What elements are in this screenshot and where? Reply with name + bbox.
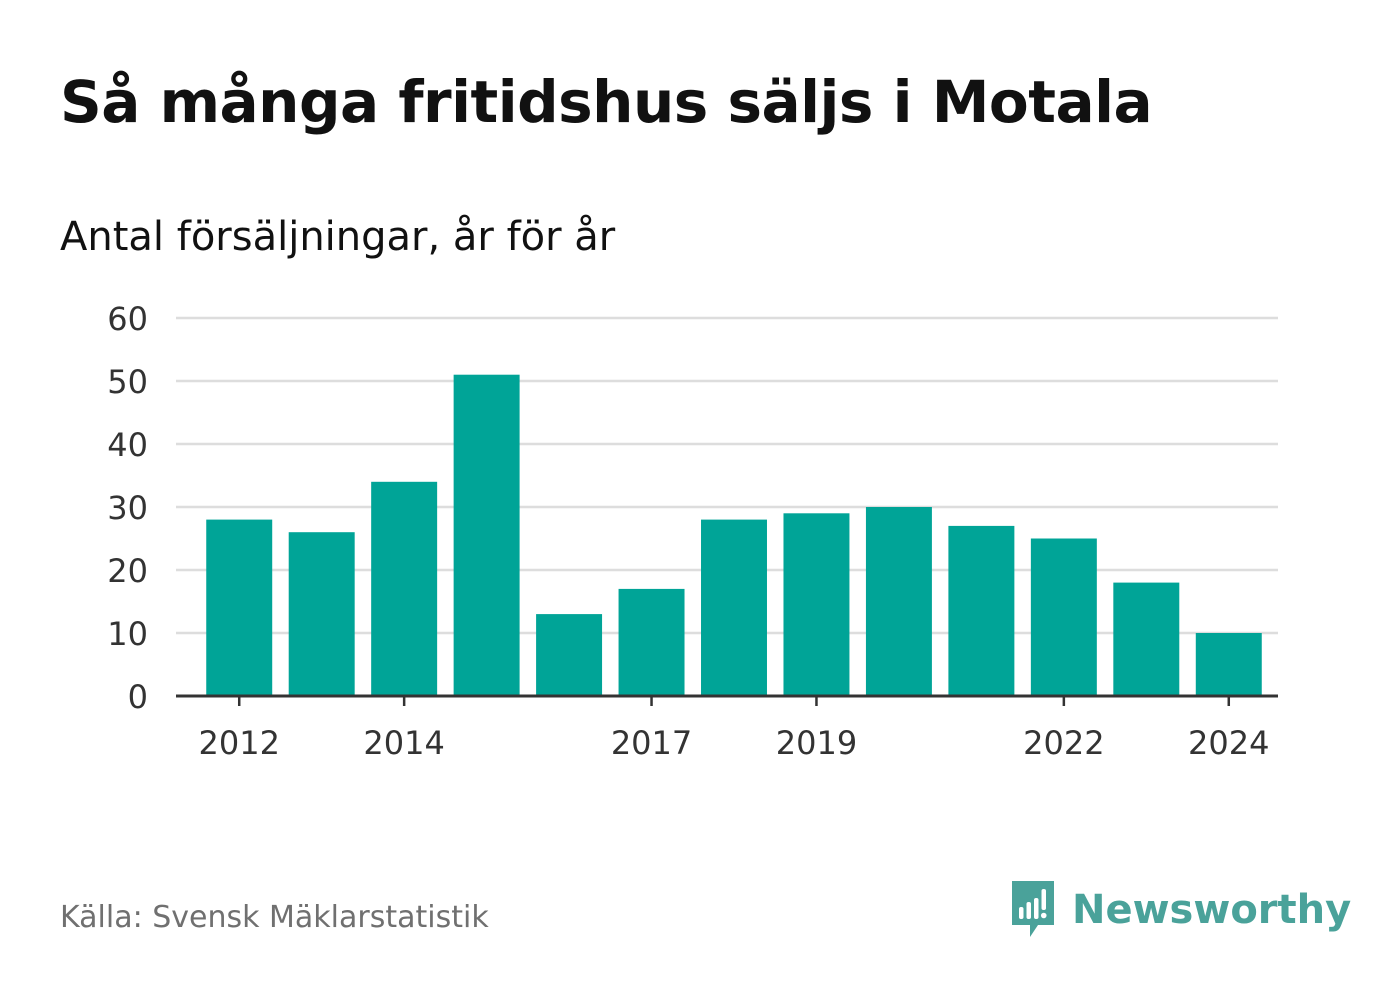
y-tick-label: 60 — [107, 300, 148, 338]
newsworthy-logo-icon — [1012, 881, 1054, 937]
chart-title: Så många fritidshus säljs i Motala — [60, 68, 1153, 136]
chart-subtitle: Antal försäljningar, år för år — [60, 214, 616, 260]
bar-2021 — [948, 525, 1015, 696]
bar-2014 — [371, 481, 438, 696]
x-tick-label: 2012 — [199, 724, 280, 762]
y-tick-label: 30 — [107, 489, 148, 527]
bar-2023 — [1113, 582, 1180, 696]
y-tick-label: 20 — [107, 552, 148, 590]
y-tick-label: 10 — [107, 615, 148, 653]
source-note: Källa: Svensk Mäklarstatistik — [60, 900, 489, 935]
bar-2015 — [453, 374, 520, 696]
bar-2012 — [206, 519, 273, 696]
y-tick-label: 40 — [107, 426, 148, 464]
brand-name: Newsworthy — [1072, 887, 1352, 933]
bar-2013 — [288, 532, 355, 696]
y-tick-label: 50 — [107, 363, 148, 401]
brand-logo[interactable]: Newsworthy — [1008, 878, 1351, 942]
x-tick-label: 2019 — [776, 724, 857, 762]
bar-2020 — [865, 507, 932, 696]
x-tick-label: 2022 — [1023, 724, 1104, 762]
x-tick-label: 2014 — [363, 724, 444, 762]
bar-2017 — [618, 588, 685, 696]
x-tick-label: 2017 — [611, 724, 692, 762]
y-tick-label: 0 — [128, 678, 148, 716]
bar-2022 — [1030, 538, 1097, 696]
bar-group — [206, 374, 1262, 696]
x-tick-label: 2024 — [1188, 724, 1269, 762]
bar-2019 — [783, 513, 850, 696]
axes: 0 10 20 30 40 50 60 2012 2014 2017 2019 2022 2024 — [107, 300, 1278, 762]
bar-2016 — [536, 614, 603, 696]
bar-2024 — [1195, 633, 1262, 696]
bar-2018 — [701, 519, 767, 696]
